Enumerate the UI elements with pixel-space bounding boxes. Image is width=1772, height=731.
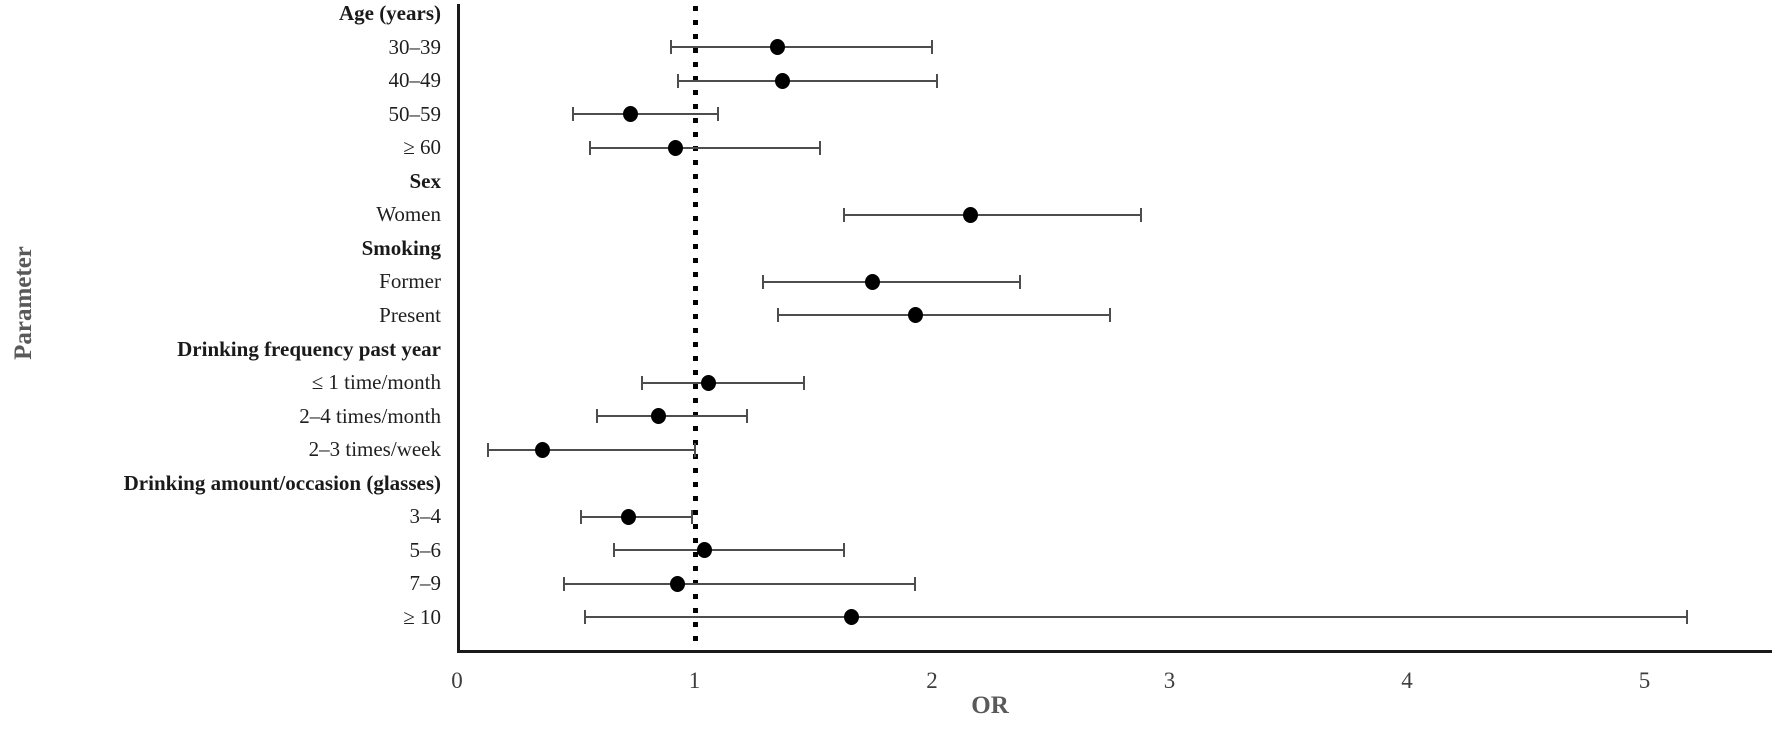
ci-cap-high — [745, 409, 748, 424]
or-point — [535, 441, 550, 458]
ci-cap-low — [572, 107, 575, 122]
ci-cap-low — [762, 274, 765, 289]
ci-cap-high — [1140, 207, 1142, 222]
ci-line — [585, 616, 1688, 619]
row-label: Present — [379, 302, 441, 327]
ci-cap-high — [819, 140, 822, 155]
reference-line-or-1 — [693, 6, 698, 651]
row-label: 40–49 — [388, 68, 442, 93]
or-point — [962, 206, 978, 223]
x-tick-label: 3 — [1163, 668, 1176, 693]
ci-line — [613, 549, 845, 552]
ci-cap-high — [935, 73, 938, 88]
or-point — [701, 374, 717, 391]
ci-line — [777, 314, 1111, 317]
y-axis-line — [457, 4, 460, 653]
or-point — [620, 508, 636, 525]
ci-line — [677, 79, 937, 82]
ci-cap-low — [676, 73, 679, 88]
ci-cap-low — [589, 140, 591, 155]
ci-cap-low — [641, 375, 644, 390]
ci-line — [590, 146, 821, 149]
ci-line — [844, 213, 1141, 216]
ci-cap-low — [776, 308, 779, 323]
ci-line — [642, 381, 804, 384]
row-label: 50–59 — [388, 101, 442, 126]
or-point — [865, 273, 881, 290]
ci-cap-low — [612, 543, 615, 558]
ci-cap-low — [579, 509, 582, 524]
ci-cap-high — [843, 543, 846, 558]
row-label: Women — [376, 202, 441, 227]
ci-cap-high — [1018, 274, 1021, 289]
or-point — [622, 106, 638, 123]
ci-line — [563, 582, 916, 585]
group-header-label: Drinking frequency past year — [177, 336, 441, 361]
x-tick-label: 2 — [926, 668, 938, 693]
x-tick-label: 5 — [1638, 668, 1651, 693]
ci-cap-high — [691, 509, 694, 524]
ci-line — [763, 280, 1020, 283]
row-label: ≤ 1 time/month — [311, 370, 441, 395]
row-label: Former — [379, 269, 441, 294]
group-header-label: Age (years) — [338, 1, 441, 25]
ci-cap-high — [717, 107, 720, 122]
x-tick-label: 0 — [451, 668, 463, 693]
or-point — [774, 72, 790, 89]
ci-cap-high — [802, 375, 805, 390]
row-label: ≥ 10 — [403, 604, 441, 629]
group-header-label: Sex — [409, 168, 442, 193]
group-header-label: Smoking — [361, 235, 441, 260]
ci-line — [487, 448, 695, 451]
row-label: 2–3 times/week — [308, 437, 441, 462]
row-label: 2–4 times/month — [299, 403, 441, 428]
row-label: 30–39 — [388, 34, 442, 59]
x-axis-line — [457, 650, 1772, 653]
ci-cap-low — [584, 610, 587, 625]
ci-cap-low — [596, 409, 599, 424]
or-point — [770, 39, 786, 56]
ci-line — [670, 46, 932, 49]
ci-line — [580, 515, 693, 518]
ci-cap-high — [693, 442, 696, 457]
x-axis-title: OR — [971, 692, 1009, 719]
row-label: 7–9 — [409, 571, 442, 596]
x-tick-label: 1 — [688, 668, 701, 693]
or-point — [696, 542, 712, 559]
ci-cap-high — [931, 40, 933, 55]
or-point — [668, 139, 683, 156]
ci-cap-high — [914, 576, 917, 591]
ci-cap-high — [1109, 308, 1112, 323]
ci-cap-low — [562, 576, 565, 591]
ci-cap-low — [669, 40, 672, 55]
group-header-label: Drinking amount/occasion (glasses) — [123, 470, 441, 495]
ci-cap-low — [486, 442, 489, 457]
ci-line — [597, 415, 747, 418]
row-label: ≥ 60 — [403, 135, 441, 160]
x-tick-label: 4 — [1401, 668, 1413, 693]
or-point — [670, 575, 686, 592]
or-point — [907, 307, 923, 324]
row-label: 3–4 — [409, 504, 442, 529]
ci-cap-high — [1686, 610, 1689, 625]
or-point — [651, 408, 667, 425]
ci-line — [573, 113, 719, 116]
or-point — [843, 609, 859, 626]
ci-cap-low — [843, 207, 846, 222]
row-label: 5–6 — [409, 537, 442, 562]
